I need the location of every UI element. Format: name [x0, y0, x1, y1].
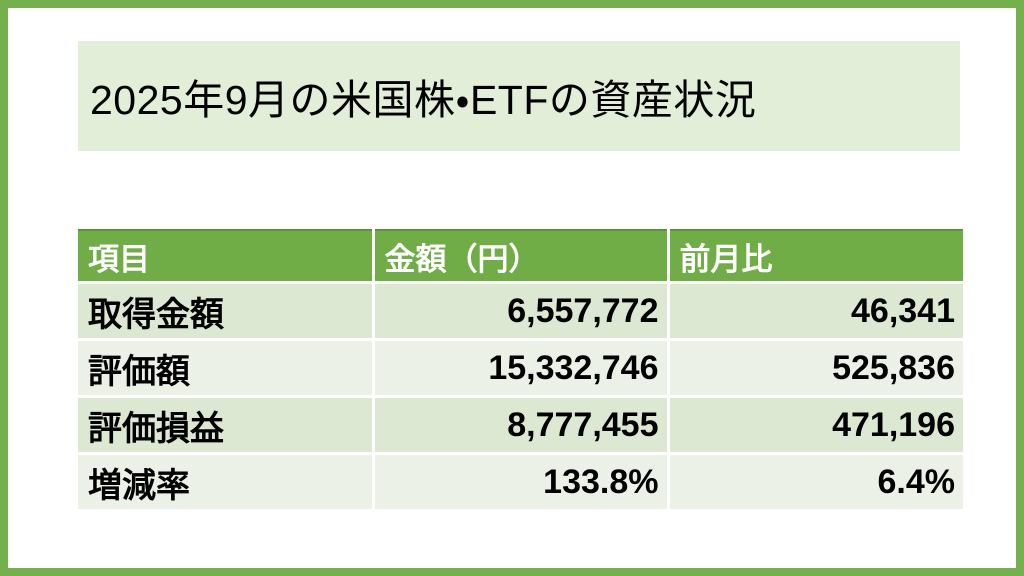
mom-change-value: 525,836	[666, 338, 963, 397]
table-row: 評価損益 8,777,455 471,196	[78, 395, 963, 454]
row-label: 増減率	[78, 452, 373, 509]
amount-value: 6,557,772	[371, 281, 668, 340]
column-header-mom-change: 前月比	[666, 230, 963, 283]
table-row: 取得金額 6,557,772 46,341	[78, 281, 963, 340]
amount-value: 133.8%	[371, 452, 668, 509]
row-label: 評価損益	[78, 395, 373, 454]
row-label: 評価額	[78, 338, 373, 397]
page-title: 2025年9月の米国株・ETFの資産状況	[90, 77, 757, 123]
title-banner: 2025年9月の米国株・ETFの資産状況	[78, 41, 960, 151]
amount-value: 15,332,746	[371, 338, 668, 397]
column-header-amount: 金額（円）	[371, 230, 668, 283]
assets-table: 項目 金額（円） 前月比 取得金額 6,557,772 46,341 評価額 1…	[78, 229, 963, 509]
amount-value: 8,777,455	[371, 395, 668, 454]
column-header-item: 項目	[78, 230, 373, 283]
table-header-row: 項目 金額（円） 前月比	[78, 230, 963, 283]
table-row: 増減率 133.8% 6.4%	[78, 452, 963, 509]
mom-change-value: 46,341	[666, 281, 963, 340]
row-label: 取得金額	[78, 281, 373, 340]
mom-change-value: 471,196	[666, 395, 963, 454]
table-row: 評価額 15,332,746 525,836	[78, 338, 963, 397]
mom-change-value: 6.4%	[666, 452, 963, 509]
